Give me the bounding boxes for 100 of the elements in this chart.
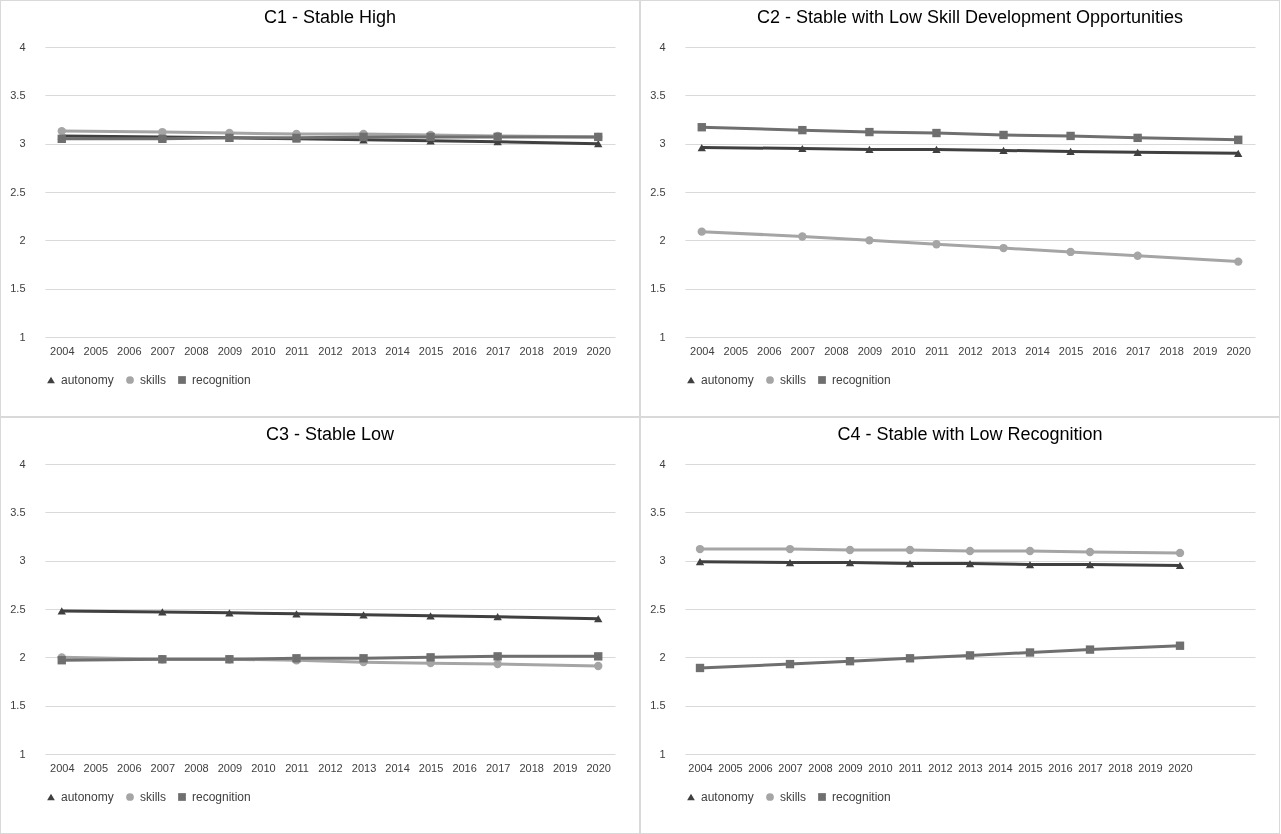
point: [594, 652, 603, 661]
x-tick-label: 2006: [757, 344, 782, 357]
x-tick-label: 2014: [385, 344, 410, 357]
x-tick-label: 2008: [184, 344, 209, 357]
point: [426, 612, 435, 620]
x-tick-label: 2011: [898, 761, 923, 774]
point: [798, 144, 807, 153]
point: [1085, 645, 1095, 654]
x-tick-label: 2020: [1226, 344, 1251, 357]
x-tick-label: 2012: [958, 344, 983, 357]
x-tick-label: 2018: [1108, 761, 1133, 774]
point: [845, 545, 855, 555]
point: [1085, 560, 1095, 569]
y-tick-label: 2.5: [650, 602, 666, 615]
point: [57, 607, 66, 615]
y-tick-label: 2: [19, 650, 26, 663]
point: [965, 559, 975, 568]
y-tick-label: 1: [659, 330, 666, 343]
x-tick-label: 2004: [688, 761, 713, 774]
legend-label: recognition: [192, 373, 251, 387]
x-tick-label: 2018: [1159, 344, 1184, 357]
y-tick-label: 2: [659, 650, 666, 663]
y-tick-label: 3: [659, 137, 666, 150]
point: [865, 145, 874, 154]
x-tick-label: 2014: [1025, 344, 1050, 357]
y-tick-label: 1.5: [10, 699, 26, 712]
y-tick-label: 4: [19, 457, 26, 470]
x-tick-label: 2004: [50, 761, 75, 774]
x-tick-label: 2005: [83, 761, 109, 774]
x-tick-label: 2018: [519, 761, 544, 774]
x-tick-label: 2013: [991, 344, 1017, 357]
point: [1133, 148, 1142, 156]
x-tick-label: 2020: [586, 761, 611, 774]
x-tick-label: 2017: [485, 344, 511, 357]
x-tick-label: 2010: [868, 761, 893, 774]
point: [158, 608, 167, 616]
x-tick-label: 2008: [808, 761, 833, 774]
y-tick-label: 1: [659, 747, 666, 760]
point: [1066, 247, 1075, 257]
legend-label: skills: [780, 373, 806, 387]
point: [594, 661, 603, 671]
x-tick-label: 2009: [217, 344, 243, 357]
point: [1234, 149, 1243, 157]
legend-label: autonomy: [61, 373, 114, 387]
point: [999, 243, 1008, 253]
point: [905, 559, 915, 568]
x-tick-label: 2016: [1092, 344, 1117, 357]
point: [798, 232, 807, 241]
y-tick-label: 3: [659, 554, 666, 567]
point: [785, 544, 795, 554]
x-tick-label: 2009: [857, 344, 883, 357]
x-tick-label: 2019: [1192, 344, 1218, 357]
chart-title: C1 - Stable High: [263, 7, 397, 27]
point: [932, 128, 941, 138]
x-tick-label: 2008: [184, 761, 209, 774]
point: [695, 544, 705, 554]
x-tick-label: 2015: [1058, 344, 1084, 357]
x-tick-label: 2005: [718, 761, 743, 774]
x-tick-label: 2009: [217, 761, 243, 774]
point: [1175, 548, 1185, 558]
point: [798, 125, 807, 135]
x-tick-label: 2016: [1048, 761, 1073, 774]
x-tick-label: 2010: [251, 761, 276, 774]
point: [999, 146, 1008, 155]
legend-label: autonomy: [61, 790, 114, 804]
x-tick-label: 2006: [117, 761, 142, 774]
point: [493, 652, 502, 661]
x-tick-label: 2009: [838, 761, 863, 774]
chart-title: C3 - Stable Low: [265, 424, 396, 444]
y-tick-label: 4: [19, 40, 26, 53]
chart-title: C2 - Stable with Low Skill Development Opportunities: [756, 7, 1184, 27]
x-tick-label: 2017: [1125, 344, 1151, 357]
point: [1066, 147, 1075, 156]
x-tick-label: 2007: [150, 344, 176, 357]
x-tick-label: 2018: [519, 344, 544, 357]
x-tick-label: 2010: [251, 344, 276, 357]
x-tick-label: 2013: [351, 344, 377, 357]
point: [1085, 547, 1095, 557]
legend-label: autonomy: [701, 373, 754, 387]
chart-title: C4 - Stable with Low Recognition: [837, 424, 1103, 444]
point: [785, 558, 795, 567]
x-tick-label: 2019: [552, 344, 578, 357]
point: [865, 127, 874, 137]
y-tick-label: 3.5: [10, 505, 26, 518]
x-tick-label: 2011: [285, 344, 309, 357]
legend-label: recognition: [832, 373, 891, 387]
point: [697, 227, 706, 236]
point: [932, 240, 941, 249]
x-tick-label: 2007: [778, 761, 803, 774]
x-tick-label: 2005: [83, 344, 109, 357]
x-tick-label: 2006: [117, 344, 142, 357]
x-tick-label: 2004: [690, 344, 715, 357]
x-tick-label: 2012: [318, 761, 343, 774]
x-tick-label: 2020: [586, 344, 611, 357]
x-tick-label: 2014: [988, 761, 1013, 774]
point: [359, 654, 368, 663]
point: [1025, 648, 1035, 657]
x-tick-label: 2012: [318, 344, 343, 357]
point: [905, 654, 915, 663]
y-tick-label: 3.5: [650, 88, 666, 101]
